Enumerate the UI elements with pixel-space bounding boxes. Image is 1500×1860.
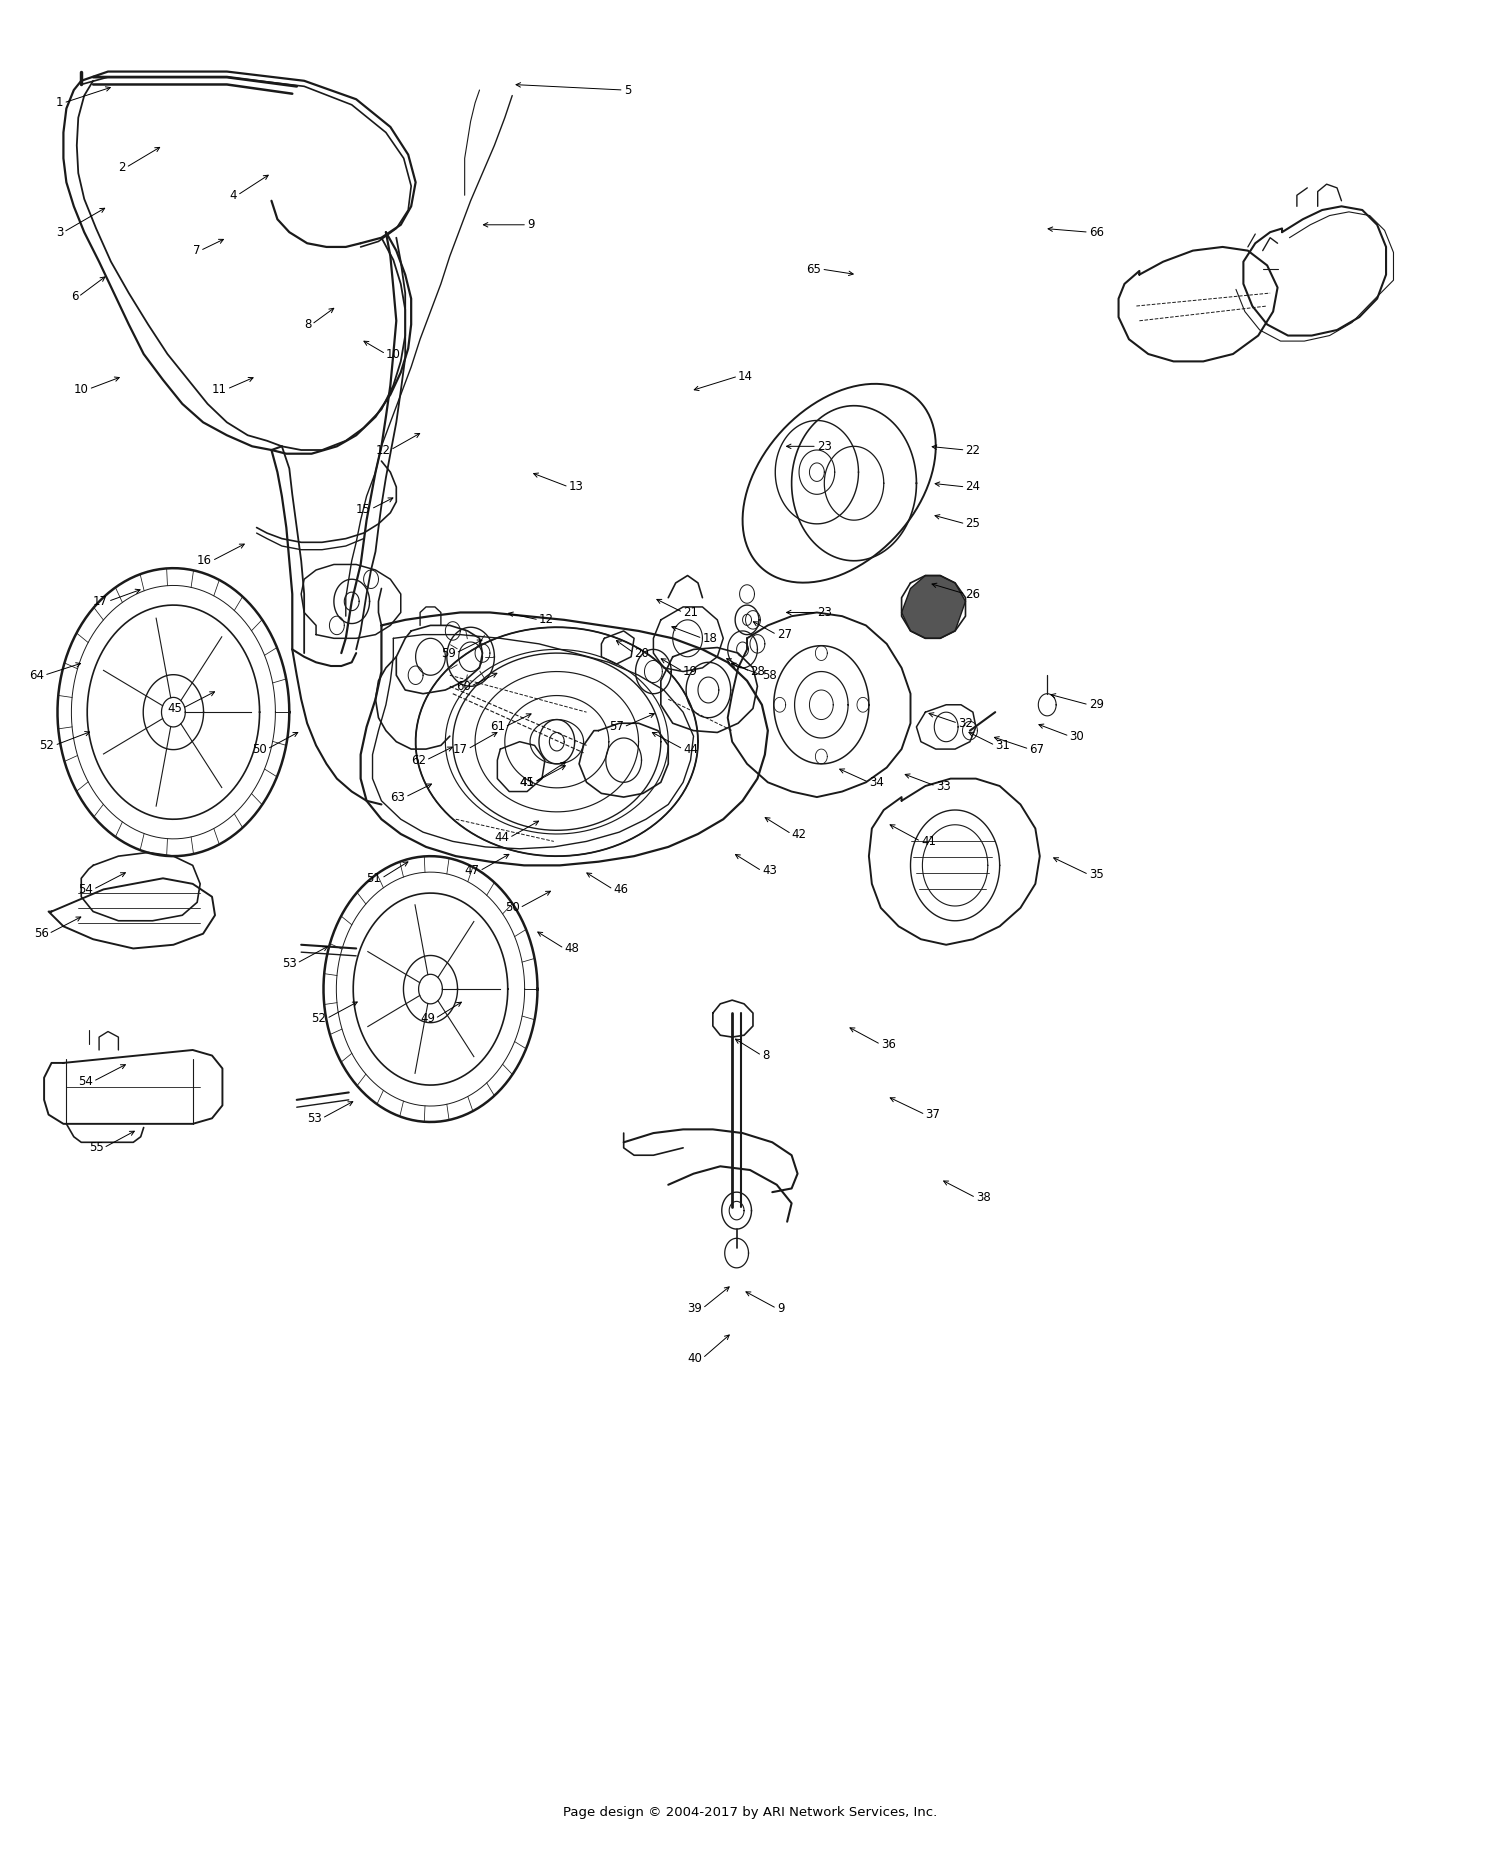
Text: 35: 35 (1089, 869, 1104, 882)
Text: 39: 39 (687, 1302, 702, 1315)
Text: 7: 7 (192, 244, 200, 257)
Text: 44: 44 (495, 831, 510, 844)
Text: 62: 62 (411, 753, 426, 766)
Text: 30: 30 (1070, 729, 1084, 742)
Text: 49: 49 (420, 1012, 435, 1025)
Text: 23: 23 (818, 606, 833, 619)
Text: 61: 61 (490, 720, 506, 733)
Text: 37: 37 (926, 1109, 940, 1122)
Text: 8: 8 (304, 318, 312, 331)
Text: 5: 5 (624, 84, 632, 97)
Text: 28: 28 (750, 666, 765, 679)
Text: 52: 52 (39, 738, 54, 751)
Text: 36: 36 (880, 1038, 896, 1051)
Text: 41: 41 (519, 776, 534, 789)
Text: 19: 19 (682, 666, 698, 679)
Text: 47: 47 (465, 865, 480, 878)
Text: 59: 59 (441, 647, 456, 660)
Text: 56: 56 (33, 926, 48, 939)
Text: 13: 13 (568, 480, 584, 493)
Polygon shape (902, 575, 966, 638)
Text: 10: 10 (74, 383, 88, 396)
Text: 58: 58 (762, 670, 777, 683)
Text: 2: 2 (118, 162, 126, 175)
Text: 60: 60 (456, 679, 471, 692)
Text: 40: 40 (687, 1352, 702, 1365)
Text: 29: 29 (1089, 698, 1104, 711)
Text: 42: 42 (792, 828, 807, 841)
Text: 14: 14 (738, 370, 753, 383)
Text: 4: 4 (230, 188, 237, 201)
Text: 43: 43 (762, 865, 777, 878)
Text: 63: 63 (390, 790, 405, 804)
Text: 32: 32 (958, 716, 974, 729)
Text: 25: 25 (966, 517, 981, 530)
Text: 31: 31 (994, 738, 1010, 751)
Text: 57: 57 (609, 720, 624, 733)
Text: 45: 45 (519, 776, 534, 789)
Text: 45: 45 (168, 701, 183, 714)
Text: 17: 17 (93, 595, 108, 608)
Text: 16: 16 (196, 554, 211, 567)
Text: 53: 53 (282, 956, 297, 969)
Text: 22: 22 (966, 443, 981, 456)
Text: Page design © 2004-2017 by ARI Network Services, Inc.: Page design © 2004-2017 by ARI Network S… (562, 1806, 938, 1819)
Text: 12: 12 (375, 443, 390, 456)
Text: 48: 48 (564, 941, 579, 954)
Text: 52: 52 (312, 1012, 327, 1025)
Text: 20: 20 (634, 647, 650, 660)
Text: 12: 12 (538, 614, 554, 627)
Text: 51: 51 (366, 872, 381, 885)
Text: 9: 9 (777, 1302, 784, 1315)
Text: 33: 33 (936, 779, 951, 792)
Text: 55: 55 (88, 1142, 104, 1155)
Text: 9: 9 (526, 218, 534, 231)
Text: 21: 21 (682, 606, 698, 619)
Text: 34: 34 (868, 776, 883, 789)
Text: 10: 10 (386, 348, 400, 361)
Text: 67: 67 (1029, 742, 1044, 755)
Text: 46: 46 (614, 884, 628, 897)
Text: 17: 17 (453, 742, 468, 755)
Text: 50: 50 (252, 742, 267, 755)
Text: 18: 18 (702, 632, 717, 645)
Text: 65: 65 (807, 262, 822, 275)
Text: 54: 54 (78, 1075, 93, 1088)
Text: 15: 15 (356, 502, 370, 515)
Text: 53: 53 (308, 1112, 322, 1125)
Text: 23: 23 (818, 439, 833, 452)
Text: 24: 24 (966, 480, 981, 493)
Text: 38: 38 (976, 1190, 990, 1203)
Text: 66: 66 (1089, 225, 1104, 238)
Text: 8: 8 (762, 1049, 770, 1062)
Text: 54: 54 (78, 884, 93, 897)
Text: 1: 1 (56, 97, 63, 110)
Text: 50: 50 (506, 902, 519, 915)
Text: 41: 41 (921, 835, 936, 848)
Text: 27: 27 (777, 629, 792, 642)
Text: 11: 11 (211, 383, 226, 396)
Text: 44: 44 (682, 742, 698, 755)
Text: 64: 64 (28, 670, 44, 683)
Text: 6: 6 (70, 290, 78, 303)
Text: 26: 26 (966, 588, 981, 601)
Text: 3: 3 (56, 225, 63, 238)
